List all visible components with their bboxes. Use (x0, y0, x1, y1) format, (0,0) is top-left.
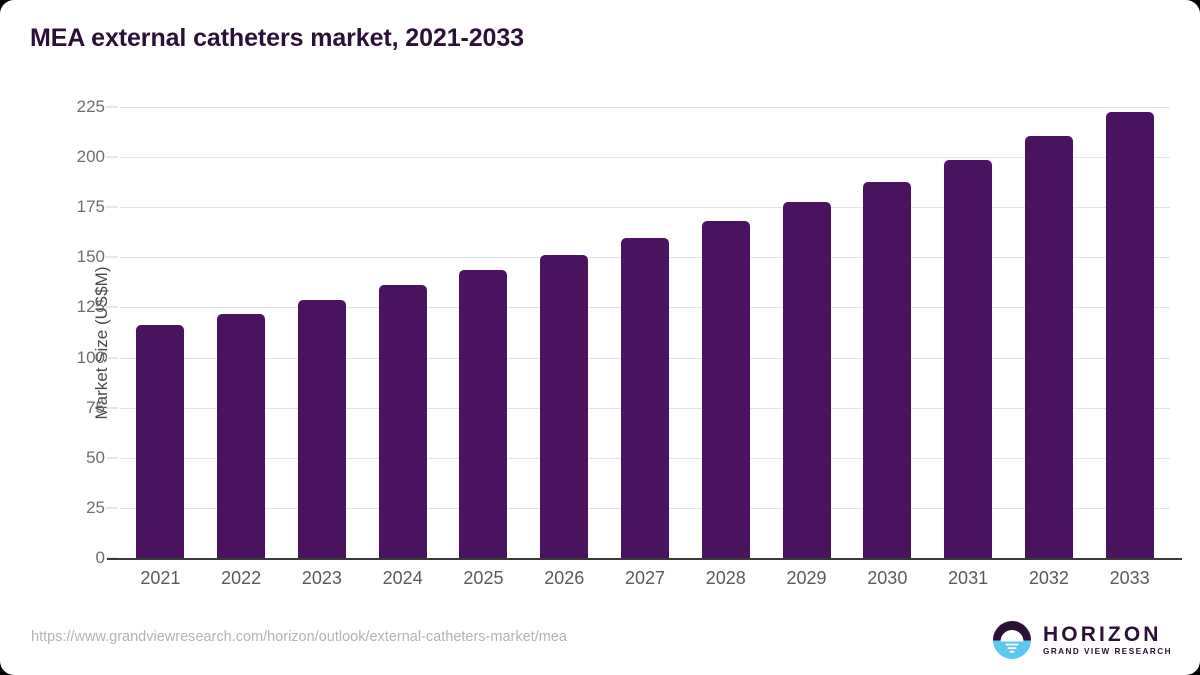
y-axis-ticks: 0 25 50 75 100 125 150 175 200 225 (30, 97, 118, 567)
bar[interactable] (621, 238, 669, 558)
y-tick-label: 75 (86, 397, 105, 417)
bar[interactable] (217, 314, 266, 558)
logo-subtitle: GRAND VIEW RESEARCH (1043, 646, 1172, 656)
y-tick-label: 25 (86, 497, 105, 517)
y-tick-label: 200 (76, 147, 105, 167)
x-tick-label: 2027 (624, 568, 666, 588)
bar[interactable] (782, 201, 831, 558)
y-tick-mark (106, 357, 118, 359)
bar[interactable] (1105, 112, 1154, 558)
y-tick-mark (106, 306, 118, 308)
y-tick-label: 50 (86, 447, 105, 467)
y-tick-label: 0 (95, 548, 105, 567)
y-tick-mark (106, 156, 118, 158)
x-tick-label: 2031 (948, 568, 989, 588)
y-tick-mark (106, 457, 118, 459)
x-axis-ticks: 2021 2022 2023 2024 2025 2026 2027 2028 2029 2030… (120, 568, 1170, 598)
bar[interactable] (701, 220, 750, 558)
horizon-sunrise-icon (993, 621, 1031, 659)
brand-logo: HORIZON GRAND VIEW RESEARCH (992, 618, 1172, 662)
bar[interactable] (136, 324, 185, 558)
x-tick-label: 2033 (1109, 568, 1150, 588)
gridline (120, 207, 1170, 209)
source-url[interactable]: https://www.grandviewresearch.com/horizo… (31, 629, 567, 645)
bar[interactable] (459, 270, 508, 558)
x-tick-label: 2025 (463, 568, 504, 588)
logo-wordmark: HORIZON (1043, 622, 1162, 646)
bar[interactable] (1024, 136, 1073, 558)
y-tick-mark (106, 206, 118, 208)
bar[interactable] (297, 300, 346, 558)
bar[interactable] (378, 285, 427, 558)
logo-text: HORIZON GRAND VIEW RESEARCH (1043, 624, 1172, 656)
x-tick-label: 2030 (867, 568, 908, 588)
x-tick-label: 2023 (301, 568, 342, 588)
y-tick-mark (106, 407, 118, 409)
y-tick-label: 100 (76, 347, 105, 367)
x-tick-label: 2024 (382, 568, 423, 588)
bar[interactable] (944, 160, 993, 558)
y-tick-mark (106, 256, 118, 258)
x-tick-label: 2029 (786, 568, 827, 588)
page-title: MEA external catheters market, 2021-2033 (30, 24, 524, 52)
plot-area (120, 107, 1170, 558)
y-tick-label: 225 (76, 97, 105, 116)
x-tick-label: 2021 (140, 568, 181, 588)
y-tick-label: 150 (76, 247, 105, 267)
x-axis-line (107, 558, 1182, 560)
gridline (120, 107, 1170, 108)
y-tick-mark (106, 507, 118, 509)
y-tick-label: 175 (76, 197, 105, 217)
x-tick-label: 2022 (221, 568, 262, 588)
x-tick-label: 2028 (705, 568, 746, 588)
y-tick-label: 125 (76, 297, 105, 317)
bar[interactable] (540, 254, 589, 558)
x-tick-label: 2032 (1028, 568, 1069, 588)
x-tick-label: 2026 (544, 568, 585, 588)
bar[interactable] (863, 181, 912, 558)
y-tick-mark (106, 106, 118, 108)
gridline (120, 157, 1170, 159)
